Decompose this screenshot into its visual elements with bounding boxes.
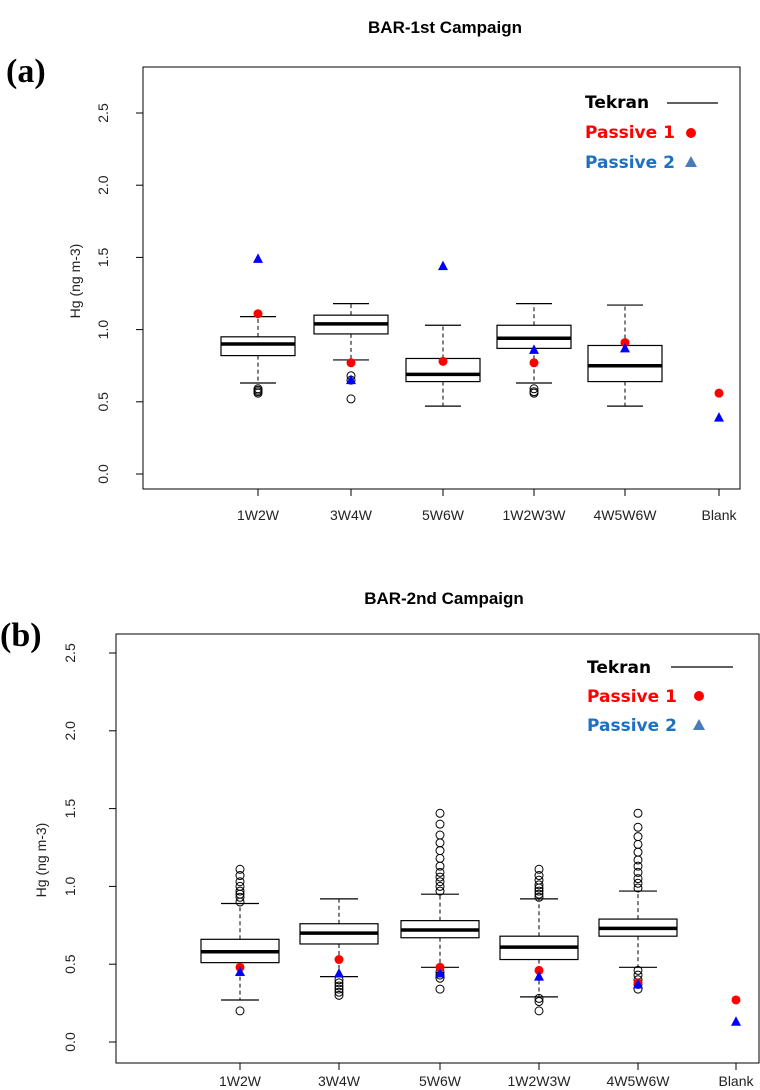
panel-label-a: (a) bbox=[6, 53, 46, 90]
outlier-point bbox=[634, 848, 642, 856]
x-tick-label: 1W2W3W bbox=[503, 507, 567, 523]
y-tick-label: 0.0 bbox=[62, 1032, 78, 1052]
outlier-point bbox=[634, 856, 642, 864]
panel-a: (a) BAR-1st Campaign Hg (ng m-3) 0.0 0.5 1… bbox=[6, 18, 740, 523]
y-tick-label: 1.0 bbox=[62, 876, 78, 896]
outlier-point bbox=[236, 1007, 244, 1015]
outlier-point bbox=[436, 809, 444, 817]
outlier-point bbox=[436, 839, 444, 847]
x-tick-label: 5W6W bbox=[419, 1073, 462, 1089]
boxplot-1W2W bbox=[201, 865, 279, 1015]
y-tick-label: 2.5 bbox=[95, 103, 111, 123]
x-tick-label: Blank bbox=[701, 507, 737, 523]
outlier-point bbox=[634, 879, 642, 887]
y-axis-label-a: Hg (ng m-3) bbox=[67, 244, 83, 319]
passive2-point bbox=[334, 968, 344, 978]
passive2-point bbox=[731, 1016, 741, 1026]
legend-swatch-passive2-a bbox=[685, 156, 697, 167]
passive-markers-b bbox=[235, 955, 741, 1026]
legend-swatch-passive1-b bbox=[694, 691, 704, 701]
legend-label-tekran-b: Tekran bbox=[587, 658, 651, 678]
outlier-point bbox=[436, 985, 444, 993]
outlier-point bbox=[436, 854, 444, 862]
passive1-point bbox=[335, 955, 344, 964]
y-tick-label: 1.5 bbox=[95, 247, 111, 267]
y-tick-label: 2.0 bbox=[62, 721, 78, 741]
outlier-point bbox=[535, 876, 543, 884]
outlier-point bbox=[634, 809, 642, 817]
outlier-point bbox=[436, 873, 444, 881]
x-tick-label: 4W5W6W bbox=[607, 1073, 671, 1089]
passive1-point bbox=[732, 995, 741, 1004]
boxes-a bbox=[221, 304, 662, 407]
x-tick-label: 1W2W3W bbox=[508, 1073, 572, 1089]
legend-b: Tekran Passive 1 Passive 2 bbox=[587, 658, 733, 736]
y-tick-label: 1.0 bbox=[95, 320, 111, 340]
passive1-point bbox=[347, 358, 356, 367]
outlier-point bbox=[347, 395, 355, 403]
box-iqr bbox=[221, 337, 295, 356]
legend-label-passive1-a: Passive 1 bbox=[585, 123, 675, 143]
chart-title-a: BAR-1st Campaign bbox=[368, 18, 522, 37]
passive1-point bbox=[715, 389, 724, 398]
panel-label-b: (b) bbox=[0, 617, 42, 654]
x-tick-label: 1W2W bbox=[219, 1073, 262, 1089]
boxplot-4W5W6W bbox=[588, 305, 662, 406]
passive1-point bbox=[439, 357, 448, 366]
chart-title-b: BAR-2nd Campaign bbox=[364, 589, 524, 608]
passive1-point bbox=[530, 358, 539, 367]
legend-a: Tekran Passive 1 Passive 2 bbox=[585, 93, 718, 173]
outlier-point bbox=[634, 971, 642, 979]
boxplot-1W2W3W bbox=[500, 865, 578, 1015]
boxplot-3W4W bbox=[314, 304, 388, 403]
legend-label-passive2-a: Passive 2 bbox=[585, 153, 675, 173]
outlier-point bbox=[236, 898, 244, 906]
passive-markers-a bbox=[253, 253, 724, 421]
legend-label-tekran-a: Tekran bbox=[585, 93, 649, 113]
outlier-point bbox=[236, 882, 244, 890]
outlier-point bbox=[436, 847, 444, 855]
x-tick-label: 5W6W bbox=[422, 507, 465, 523]
y-tick-label: 1.5 bbox=[62, 799, 78, 819]
x-tick-label: Blank bbox=[718, 1073, 754, 1089]
x-tick-label: 4W5W6W bbox=[594, 507, 658, 523]
outlier-point bbox=[436, 882, 444, 890]
outlier-point bbox=[535, 865, 543, 873]
outlier-point bbox=[436, 820, 444, 828]
legend-label-passive1-b: Passive 1 bbox=[587, 687, 677, 707]
x-tick-label: 3W4W bbox=[318, 1073, 361, 1089]
y-tick-label: 2.0 bbox=[95, 175, 111, 195]
outlier-point bbox=[436, 878, 444, 886]
y-axis-label-b: Hg (ng m-3) bbox=[33, 823, 49, 898]
boxplot-4W5W6W bbox=[599, 809, 677, 993]
panel-b: (b) BAR-2nd Campaign Hg (ng m-3) 0.0 0.5 1… bbox=[0, 589, 759, 1089]
x-tick-label: 1W2W bbox=[237, 507, 280, 523]
legend-swatch-passive2-b bbox=[693, 719, 705, 730]
outlier-point bbox=[236, 865, 244, 873]
passive2-point bbox=[253, 253, 263, 263]
y-tick-label: 0.0 bbox=[95, 464, 111, 484]
passive2-point bbox=[714, 412, 724, 422]
outlier-point bbox=[436, 831, 444, 839]
legend-label-passive2-b: Passive 2 bbox=[587, 716, 677, 736]
outlier-point bbox=[634, 840, 642, 848]
y-tick-label: 2.5 bbox=[62, 643, 78, 663]
y-tick-label: 0.5 bbox=[62, 954, 78, 974]
outlier-point bbox=[634, 823, 642, 831]
legend-swatch-passive1-a bbox=[686, 128, 696, 138]
boxplot-1W2W bbox=[221, 317, 295, 398]
y-tick-label: 0.5 bbox=[95, 392, 111, 412]
x-tick-label: 3W4W bbox=[330, 507, 373, 523]
boxes-b bbox=[201, 809, 677, 1015]
outlier-point bbox=[535, 1007, 543, 1015]
passive2-point bbox=[438, 261, 448, 271]
passive1-point bbox=[254, 309, 263, 318]
outlier-point bbox=[634, 833, 642, 841]
outlier-point bbox=[436, 862, 444, 870]
boxplot-3W4W bbox=[300, 899, 378, 999]
